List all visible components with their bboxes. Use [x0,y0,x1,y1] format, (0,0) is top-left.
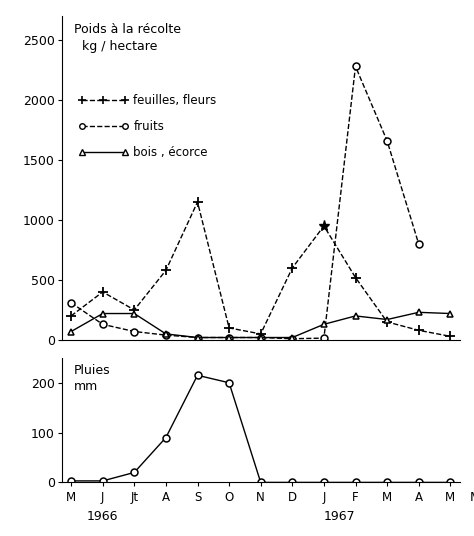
Text: 1966: 1966 [87,510,118,523]
Text: Poids à la récolte
  kg / hectare: Poids à la récolte kg / hectare [73,23,181,53]
Text: feuilles, fleurs: feuilles, fleurs [133,94,217,107]
Text: 1967: 1967 [324,510,356,523]
Text: fruits: fruits [133,120,164,133]
Text: Pluies
mm: Pluies mm [73,364,110,393]
Text: Mois: Mois [469,492,474,504]
Text: bois , écorce: bois , écorce [133,146,208,159]
